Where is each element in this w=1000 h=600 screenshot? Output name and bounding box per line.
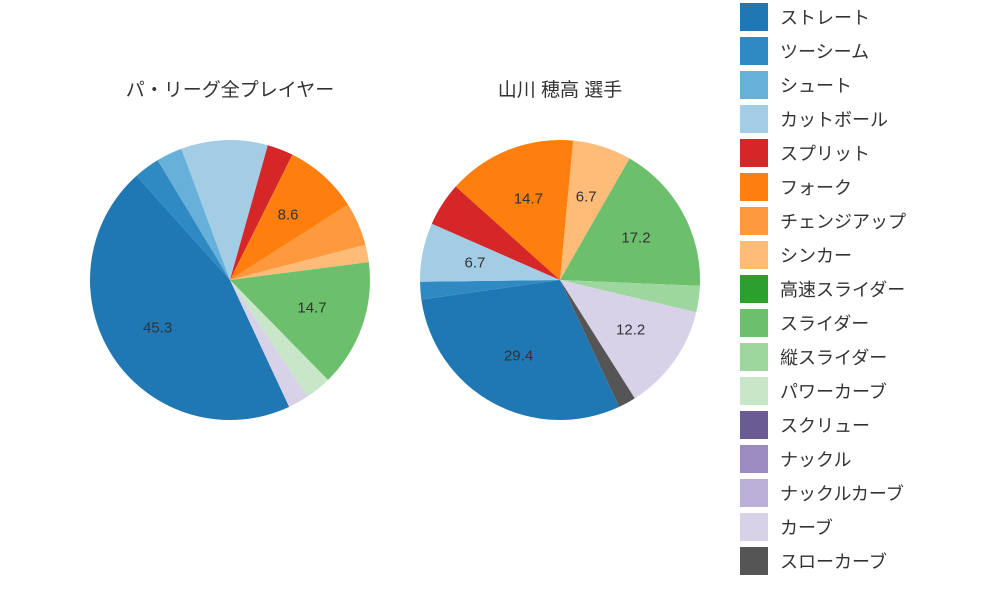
legend-swatch bbox=[740, 139, 768, 167]
legend-label: 縦スライダー bbox=[780, 344, 887, 370]
legend-item: シュート bbox=[740, 68, 980, 102]
legend-swatch bbox=[740, 547, 768, 575]
legend-item: パワーカーブ bbox=[740, 374, 980, 408]
legend-swatch bbox=[740, 479, 768, 507]
legend-label: ナックルカーブ bbox=[780, 480, 904, 506]
legend-swatch bbox=[740, 343, 768, 371]
legend-item: カットボール bbox=[740, 102, 980, 136]
slice-label: 17.2 bbox=[621, 230, 650, 247]
legend-item: スクリュー bbox=[740, 408, 980, 442]
legend: ストレートツーシームシュートカットボールスプリットフォークチェンジアップシンカー… bbox=[740, 0, 980, 578]
slice-label: 29.4 bbox=[504, 348, 533, 365]
legend-item: スライダー bbox=[740, 306, 980, 340]
legend-swatch bbox=[740, 513, 768, 541]
legend-label: パワーカーブ bbox=[780, 378, 887, 404]
legend-label: 高速スライダー bbox=[780, 276, 905, 302]
legend-item: チェンジアップ bbox=[740, 204, 980, 238]
legend-item: シンカー bbox=[740, 238, 980, 272]
legend-swatch bbox=[740, 445, 768, 473]
legend-item: 縦スライダー bbox=[740, 340, 980, 374]
legend-swatch bbox=[740, 377, 768, 405]
legend-item: 高速スライダー bbox=[740, 272, 980, 306]
legend-swatch bbox=[740, 411, 768, 439]
legend-label: スライダー bbox=[780, 310, 869, 336]
legend-swatch bbox=[740, 275, 768, 303]
legend-item: ツーシーム bbox=[740, 34, 980, 68]
legend-label: スプリット bbox=[780, 140, 870, 166]
legend-label: シュート bbox=[780, 72, 852, 98]
legend-item: カーブ bbox=[740, 510, 980, 544]
legend-swatch bbox=[740, 105, 768, 133]
legend-label: フォーク bbox=[780, 174, 852, 200]
legend-label: ストレート bbox=[780, 4, 870, 30]
slice-label: 14.7 bbox=[514, 191, 543, 208]
legend-label: カットボール bbox=[780, 106, 888, 132]
slice-label: 45.3 bbox=[143, 319, 172, 336]
legend-swatch bbox=[740, 207, 768, 235]
legend-label: ナックル bbox=[780, 446, 851, 472]
legend-item: ストレート bbox=[740, 0, 980, 34]
legend-label: スローカーブ bbox=[780, 548, 887, 574]
legend-label: カーブ bbox=[780, 514, 833, 540]
chart-container: パ・リーグ全プレイヤー 山川 穂高 選手 45.38.614.729.46.71… bbox=[0, 0, 1000, 600]
legend-swatch bbox=[740, 71, 768, 99]
legend-item: スローカーブ bbox=[740, 544, 980, 578]
legend-label: シンカー bbox=[780, 242, 852, 268]
legend-swatch bbox=[740, 309, 768, 337]
legend-item: ナックルカーブ bbox=[740, 476, 980, 510]
slice-label: 6.7 bbox=[465, 254, 486, 271]
legend-swatch bbox=[740, 37, 768, 65]
legend-label: チェンジアップ bbox=[780, 208, 906, 234]
slice-label: 6.7 bbox=[576, 189, 597, 206]
slice-label: 8.6 bbox=[278, 207, 299, 224]
legend-item: フォーク bbox=[740, 170, 980, 204]
slice-label: 12.2 bbox=[616, 322, 645, 339]
legend-label: ツーシーム bbox=[780, 38, 869, 64]
legend-item: ナックル bbox=[740, 442, 980, 476]
legend-item: スプリット bbox=[740, 136, 980, 170]
slice-label: 14.7 bbox=[297, 300, 326, 317]
legend-swatch bbox=[740, 241, 768, 269]
legend-swatch bbox=[740, 3, 768, 31]
legend-label: スクリュー bbox=[780, 412, 870, 438]
legend-swatch bbox=[740, 173, 768, 201]
